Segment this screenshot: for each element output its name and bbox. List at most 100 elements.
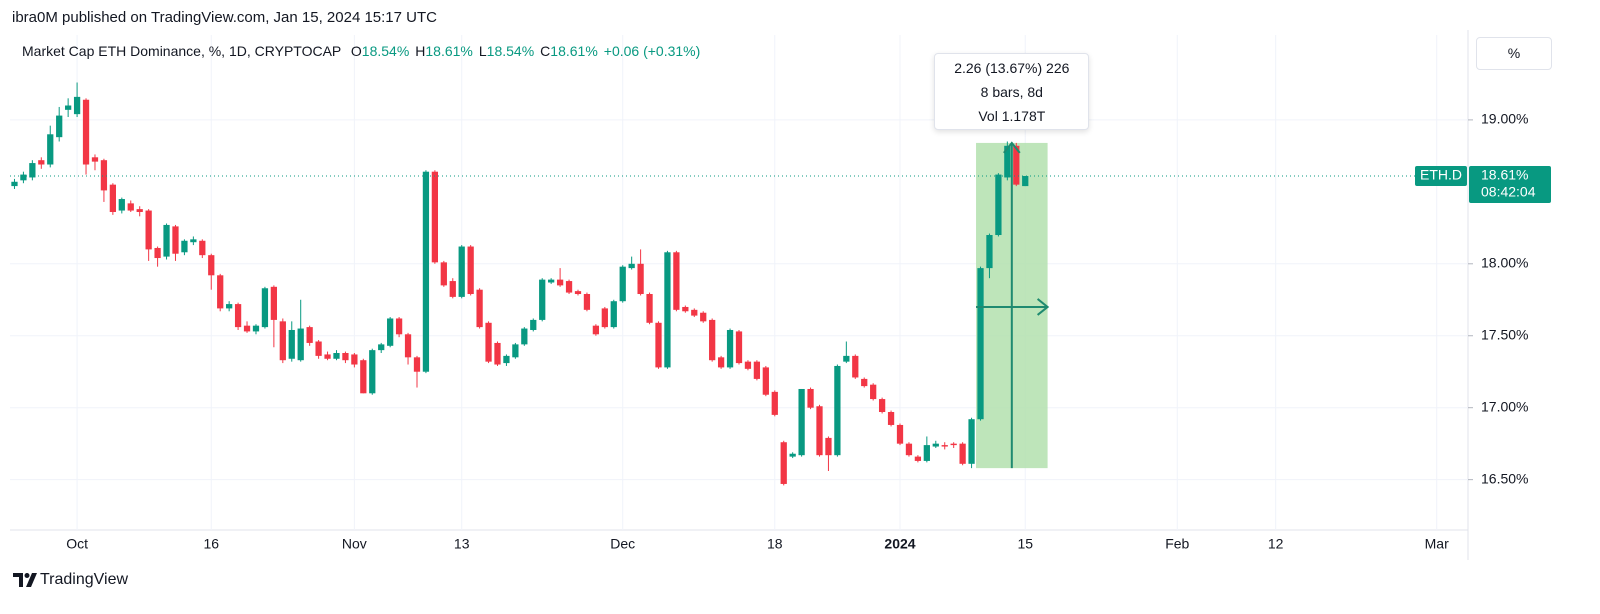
candle-body xyxy=(735,331,743,364)
candle-body xyxy=(539,279,546,320)
readout-key: O xyxy=(350,43,362,59)
candle-body xyxy=(20,174,27,181)
candle-body xyxy=(342,353,349,361)
readout-value: 18.61% xyxy=(425,43,473,59)
candle-body xyxy=(726,329,734,368)
candle-body xyxy=(118,199,125,211)
candle-body xyxy=(422,171,430,372)
candle-body xyxy=(789,453,796,457)
candle-body xyxy=(145,210,152,250)
candle-body xyxy=(449,281,456,297)
candle-body xyxy=(65,105,72,110)
measure-tooltip: 2.26 (13.67%) 226 8 bars, 8d Vol 1.178T xyxy=(934,53,1090,130)
symbol-tag xyxy=(1415,166,1467,187)
candle-body xyxy=(521,328,528,345)
symbol-legend: Market Cap ETH Dominance, %, 1D, CRYPTOC… xyxy=(22,43,700,59)
y-tick-label: 19.00% xyxy=(1481,111,1528,127)
candle-body xyxy=(512,344,519,358)
candle-body xyxy=(995,174,1002,236)
candle-body xyxy=(834,365,841,456)
candle-body xyxy=(923,445,930,461)
candle-body xyxy=(163,224,170,257)
candle-body xyxy=(646,294,653,323)
candle-body xyxy=(190,239,197,243)
candle-body xyxy=(941,445,948,447)
candle-body xyxy=(351,354,358,365)
candle-body xyxy=(530,319,537,330)
candle-body xyxy=(485,322,492,362)
candle-body xyxy=(395,318,403,335)
candle-body xyxy=(843,355,850,362)
candle-body xyxy=(82,99,90,165)
x-tick-label: 12 xyxy=(1268,536,1284,552)
candle-body xyxy=(583,294,591,310)
candle-body xyxy=(100,160,108,191)
candle-body xyxy=(592,325,600,335)
x-tick-label: 13 xyxy=(454,536,470,552)
candle-body xyxy=(297,328,304,361)
candle-body xyxy=(700,312,707,322)
y-tick-label: 17.00% xyxy=(1481,398,1528,414)
readout-key: L xyxy=(478,43,487,59)
candle-body xyxy=(11,181,18,187)
x-tick-label: Nov xyxy=(342,536,367,552)
candle-body xyxy=(601,308,608,328)
candle-body xyxy=(565,281,573,293)
candle-body xyxy=(208,255,215,276)
candle-body xyxy=(1013,145,1020,185)
candle-body xyxy=(172,226,179,254)
candle-body xyxy=(91,157,99,162)
candle-body xyxy=(181,240,188,253)
candle-body xyxy=(619,266,626,302)
y-tick-label: 18.00% xyxy=(1481,254,1528,270)
x-tick-label: 2024 xyxy=(884,536,915,552)
candle-body xyxy=(324,354,331,359)
candle-body xyxy=(38,160,45,165)
candle-body xyxy=(852,355,859,378)
x-tick-label: 15 xyxy=(1017,536,1033,552)
candle-body xyxy=(878,399,886,413)
candle-body xyxy=(243,325,251,332)
readout-value: 18.54% xyxy=(361,43,410,59)
candle-body xyxy=(360,360,367,394)
candle-body xyxy=(932,443,939,447)
candle-body xyxy=(234,304,242,328)
y-tick-label: 17.50% xyxy=(1481,326,1528,342)
candle-body xyxy=(870,384,877,400)
candle-body xyxy=(29,163,36,178)
candle-body xyxy=(691,309,698,316)
scale-unit[interactable]: % xyxy=(1476,37,1552,70)
x-tick-label: Feb xyxy=(1165,536,1189,552)
readout-change: +0.06 (+0.31%) xyxy=(603,43,701,59)
candle-body xyxy=(261,288,269,328)
candle-body xyxy=(548,279,555,283)
measure-line: 2.26 (13.67%) 226 xyxy=(954,60,1070,76)
publish-info: ibra0M published on TradingView.com, Jan… xyxy=(12,9,437,26)
candle-body xyxy=(440,262,447,286)
candle-body xyxy=(709,319,716,361)
readout-value: 18.61% xyxy=(550,43,598,59)
candle-body xyxy=(270,286,278,320)
candle-body xyxy=(556,279,564,286)
candle-body xyxy=(136,209,143,212)
candle-body xyxy=(655,322,662,368)
candle-body xyxy=(217,275,224,309)
readout-key: H xyxy=(415,43,426,59)
measure-line: Vol 1.178T xyxy=(978,108,1046,124)
x-tick-label: 16 xyxy=(203,536,219,552)
candle-body xyxy=(154,247,161,259)
candle-body xyxy=(574,291,582,295)
candle-body xyxy=(413,357,421,372)
candle-body xyxy=(637,263,644,295)
brand-logo xyxy=(13,573,37,587)
bar-countdown: 08:42:04 xyxy=(1481,184,1536,200)
candle-body xyxy=(887,412,895,425)
symbol-tag-label: ETH.D xyxy=(1420,167,1462,183)
candle-body xyxy=(458,246,465,297)
measure-arrowhead-v xyxy=(1003,141,1021,154)
candle-body xyxy=(986,235,993,269)
candle-body xyxy=(753,361,761,379)
candle-body xyxy=(771,391,778,415)
candle-body xyxy=(127,203,134,211)
